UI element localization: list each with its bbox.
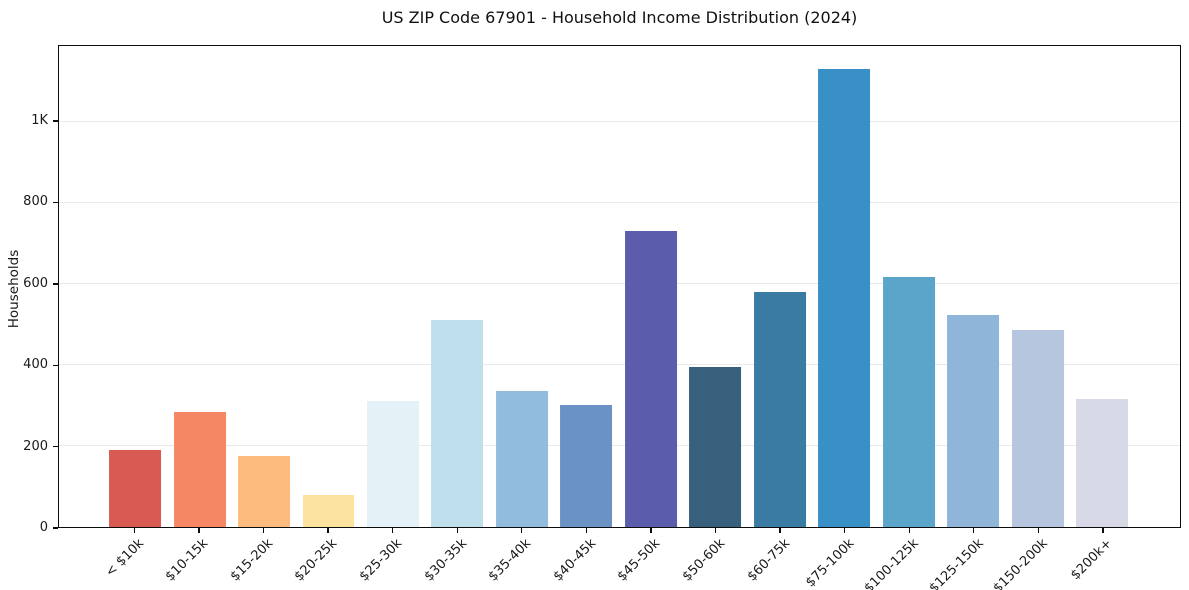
bar-75-100k bbox=[818, 69, 871, 527]
bar-10k bbox=[109, 450, 162, 527]
bar-25-30k bbox=[367, 400, 419, 527]
bar-45-50k bbox=[624, 231, 677, 527]
x-tick-label-3: $20-25k bbox=[292, 536, 341, 585]
chart-title: US ZIP Code 67901 - Household Income Dis… bbox=[381, 8, 858, 27]
y-tick-label-1K: 1K bbox=[31, 113, 48, 129]
x-tick-label-9: $50-60k bbox=[679, 536, 729, 585]
y-tick-mark-600 bbox=[53, 283, 58, 285]
x-tick-label-13: $125-150k bbox=[926, 536, 987, 590]
bar-60-75k bbox=[753, 291, 806, 527]
x-tick-mark-3 bbox=[327, 528, 329, 533]
bar-35-40k bbox=[496, 390, 548, 527]
y-tick-mark-1K bbox=[53, 120, 58, 122]
x-tick-mark-5 bbox=[456, 528, 458, 533]
x-tick-label-0: < $10k bbox=[102, 536, 147, 581]
plot-area bbox=[58, 45, 1181, 528]
bar-50-60k bbox=[689, 366, 742, 527]
x-tick-mark-2 bbox=[262, 528, 265, 533]
x-tick-mark-10 bbox=[779, 528, 781, 533]
x-tick-label-8: $45-50k bbox=[615, 536, 664, 585]
bar-30-35k bbox=[431, 319, 484, 527]
x-tick-mark-9 bbox=[714, 528, 717, 533]
gridline-200 bbox=[59, 444, 1180, 446]
x-tick-label-4: $25-30k bbox=[356, 536, 406, 585]
bar-100-125k bbox=[882, 276, 935, 527]
gridline-600 bbox=[59, 282, 1180, 284]
y-tick-mark-200 bbox=[53, 445, 58, 448]
x-tick-label-12: $100-125k bbox=[861, 536, 922, 590]
gridline-400 bbox=[59, 363, 1180, 365]
x-tick-mark-15 bbox=[1102, 528, 1104, 533]
bar-10-15k bbox=[173, 412, 226, 527]
y-tick-mark-400 bbox=[53, 364, 58, 366]
x-tick-label-6: $35-40k bbox=[485, 536, 535, 585]
x-tick-mark-4 bbox=[391, 528, 394, 533]
x-tick-mark-0 bbox=[133, 528, 135, 533]
x-tick-mark-7 bbox=[585, 528, 587, 533]
bar-200k+ bbox=[1076, 399, 1129, 527]
bar-20-25k bbox=[302, 494, 355, 527]
x-tick-mark-12 bbox=[908, 528, 910, 533]
y-tick-label-800: 800 bbox=[23, 194, 48, 210]
gridline-1000 bbox=[59, 120, 1180, 122]
x-tick-label-5: $30-35k bbox=[421, 536, 470, 585]
y-tick-label-200: 200 bbox=[23, 438, 48, 454]
bar-150-200k bbox=[1011, 330, 1064, 527]
gridline-800 bbox=[59, 201, 1180, 203]
x-tick-label-15: $200k+ bbox=[1068, 536, 1116, 584]
x-tick-label-2: $15-20k bbox=[227, 536, 277, 585]
x-tick-label-1: $10-15k bbox=[163, 536, 212, 585]
y-tick-label-0: 0 bbox=[39, 520, 48, 535]
y-tick-label-400: 400 bbox=[23, 357, 48, 373]
x-tick-label-14: $150-200k bbox=[990, 536, 1052, 590]
bar-40-45k bbox=[560, 405, 613, 527]
bar-15-20k bbox=[238, 455, 291, 527]
x-tick-mark-13 bbox=[973, 528, 975, 533]
x-tick-label-10: $60-75k bbox=[744, 536, 793, 585]
x-tick-mark-11 bbox=[844, 528, 846, 533]
y-tick-mark-800 bbox=[53, 201, 58, 204]
x-tick-mark-14 bbox=[1037, 528, 1040, 533]
x-tick-mark-6 bbox=[521, 528, 523, 533]
x-tick-mark-8 bbox=[650, 528, 652, 533]
bar-125-150k bbox=[947, 315, 1000, 527]
y-tick-label-600: 600 bbox=[23, 275, 48, 291]
x-tick-label-11: $75-100k bbox=[802, 536, 858, 590]
x-tick-label-7: $40-45k bbox=[550, 536, 599, 585]
x-tick-mark-1 bbox=[198, 528, 200, 533]
y-tick-mark-0 bbox=[53, 527, 58, 529]
